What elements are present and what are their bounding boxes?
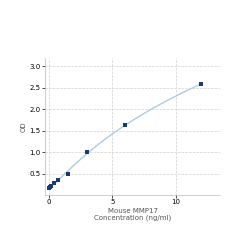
Y-axis label: OD: OD	[21, 121, 27, 132]
X-axis label: Mouse MMP17
Concentration (ng/ml): Mouse MMP17 Concentration (ng/ml)	[94, 208, 171, 222]
